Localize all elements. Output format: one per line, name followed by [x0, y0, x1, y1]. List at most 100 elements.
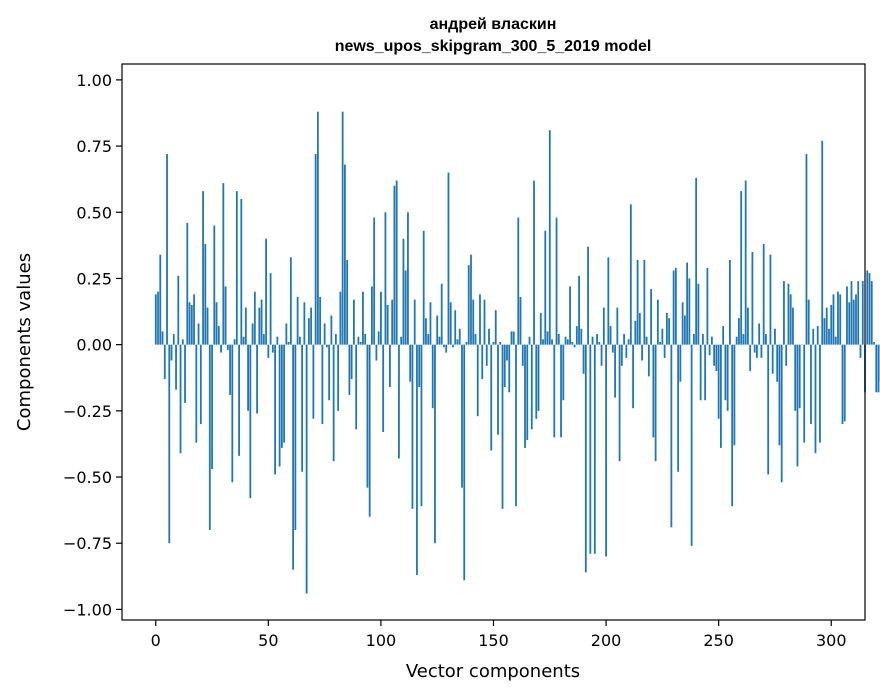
bar-196 [596, 334, 598, 345]
bar-102 [384, 212, 387, 345]
bar-0 [154, 294, 157, 345]
bar-131 [449, 302, 452, 345]
bar-301 [832, 294, 835, 345]
bar-201 [607, 257, 610, 345]
bar-309 [850, 281, 853, 345]
bar-99 [377, 331, 380, 345]
bar-58 [285, 323, 288, 345]
bar-146 [483, 299, 486, 345]
bar-140 [470, 254, 472, 345]
bar-68 [307, 318, 310, 345]
bar-3 [161, 331, 164, 345]
bar-224 [659, 342, 662, 345]
bar-148 [488, 328, 490, 345]
bar-270 [762, 244, 765, 345]
bar-57 [283, 344, 286, 443]
bar-165 [526, 344, 529, 440]
y-tick-label: 0.25 [76, 269, 112, 288]
bar-276 [776, 344, 779, 382]
bar-157 [508, 344, 511, 393]
bar-123 [431, 344, 434, 409]
bar-214 [636, 259, 639, 345]
bar-314 [861, 281, 864, 345]
bar-290 [807, 299, 810, 345]
bar-263 [747, 307, 749, 345]
bar-33 [229, 344, 231, 395]
bar-198 [600, 344, 603, 366]
bar-257 [733, 344, 736, 446]
bar-321 [877, 344, 880, 393]
bar-132 [452, 344, 454, 348]
bar-122 [429, 302, 432, 345]
bar-262 [744, 180, 747, 345]
bar-154 [501, 344, 504, 509]
bar-136 [461, 344, 463, 488]
bar-150 [492, 342, 495, 345]
bar-44 [253, 291, 256, 345]
bar-244 [704, 344, 707, 401]
bar-215 [638, 312, 641, 345]
bar-127 [440, 283, 443, 345]
bar-266 [753, 344, 756, 353]
bar-253 [724, 344, 727, 401]
bar-269 [760, 344, 763, 358]
bar-55 [278, 344, 281, 467]
bar-174 [546, 331, 549, 345]
bar-61 [292, 344, 295, 570]
bar-133 [454, 310, 457, 345]
bar-56 [280, 344, 283, 448]
bar-101 [382, 344, 385, 433]
bar-163 [521, 344, 524, 366]
bar-320 [875, 344, 878, 393]
bar-316 [866, 270, 869, 345]
bar-237 [688, 278, 691, 345]
bar-49 [265, 238, 267, 345]
bar-94 [366, 344, 369, 488]
bar-series [154, 111, 880, 594]
bar-195 [593, 344, 596, 554]
bar-304 [839, 294, 842, 345]
bar-159 [512, 331, 515, 345]
bar-9 [175, 344, 177, 390]
bar-48 [262, 334, 265, 345]
bar-197 [598, 342, 601, 345]
bar-303 [837, 291, 839, 345]
bar-205 [616, 307, 619, 345]
y-axis-label: Components values [14, 253, 35, 431]
bar-164 [524, 344, 526, 448]
bar-6 [168, 344, 171, 544]
bar-104 [389, 344, 391, 388]
y-tick-label: 0.50 [76, 203, 112, 222]
bar-282 [789, 294, 792, 345]
bar-238 [690, 344, 693, 546]
bar-28 [217, 326, 220, 345]
bar-218 [645, 336, 648, 345]
bar-152 [497, 344, 499, 435]
bar-317 [868, 273, 871, 345]
x-tick-label: 200 [591, 631, 622, 650]
bar-147 [485, 344, 488, 366]
bar-180 [560, 344, 562, 438]
bar-183 [566, 339, 569, 345]
bar-210 [627, 339, 630, 345]
bar-288 [803, 344, 806, 443]
bar-100 [380, 291, 382, 345]
bar-18 [195, 344, 198, 443]
bar-76 [325, 344, 328, 348]
bar-11 [179, 344, 182, 454]
bar-161 [517, 217, 520, 345]
bar-16 [190, 304, 193, 345]
bar-108 [398, 344, 400, 459]
bar-274 [771, 344, 774, 374]
bar-80 [334, 334, 337, 345]
bar-202 [609, 326, 612, 345]
bar-149 [490, 344, 493, 451]
bar-110 [402, 238, 405, 345]
bar-279 [783, 281, 785, 345]
bar-71 [314, 154, 317, 345]
bar-153 [499, 342, 502, 345]
bar-255 [729, 259, 731, 345]
bar-98 [375, 344, 378, 361]
bar-220 [650, 289, 653, 345]
